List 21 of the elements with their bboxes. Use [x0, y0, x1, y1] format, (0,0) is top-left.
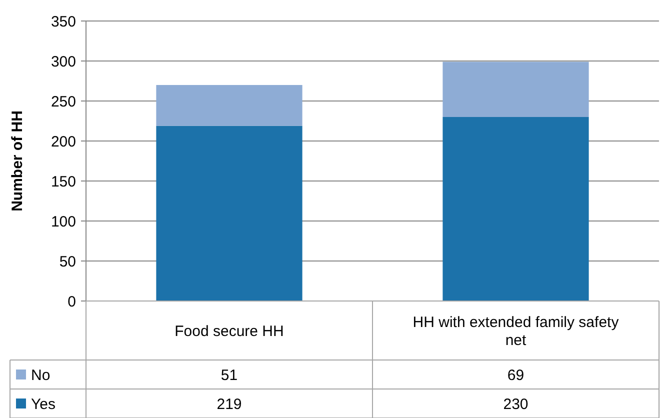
bar	[156, 126, 302, 301]
data-label: 69	[507, 366, 524, 384]
x-tick-label: Food secure HH	[174, 322, 284, 340]
data-label: 230	[503, 396, 528, 413]
y-tick-label: 250	[50, 93, 76, 110]
y-tick-label: 200	[50, 133, 76, 150]
legend-label: Yes	[31, 396, 56, 413]
x-tick-label: HH with extended family safety net	[412, 314, 620, 349]
y-tick-label: 50	[59, 253, 76, 270]
data-label: 51	[220, 366, 238, 384]
y-tick-label: 100	[50, 213, 76, 230]
y-axis-title: Number of HH	[9, 110, 26, 212]
data-label: 219	[216, 396, 242, 413]
legend-label: No	[31, 366, 50, 384]
bar	[442, 62, 589, 117]
y-tick-label: 300	[50, 53, 76, 70]
y-tick-label: 0	[68, 293, 76, 310]
y-tick-label: 150	[50, 173, 76, 190]
y-tick-label: 350	[50, 13, 76, 30]
bar	[442, 117, 589, 301]
bar	[156, 85, 302, 126]
